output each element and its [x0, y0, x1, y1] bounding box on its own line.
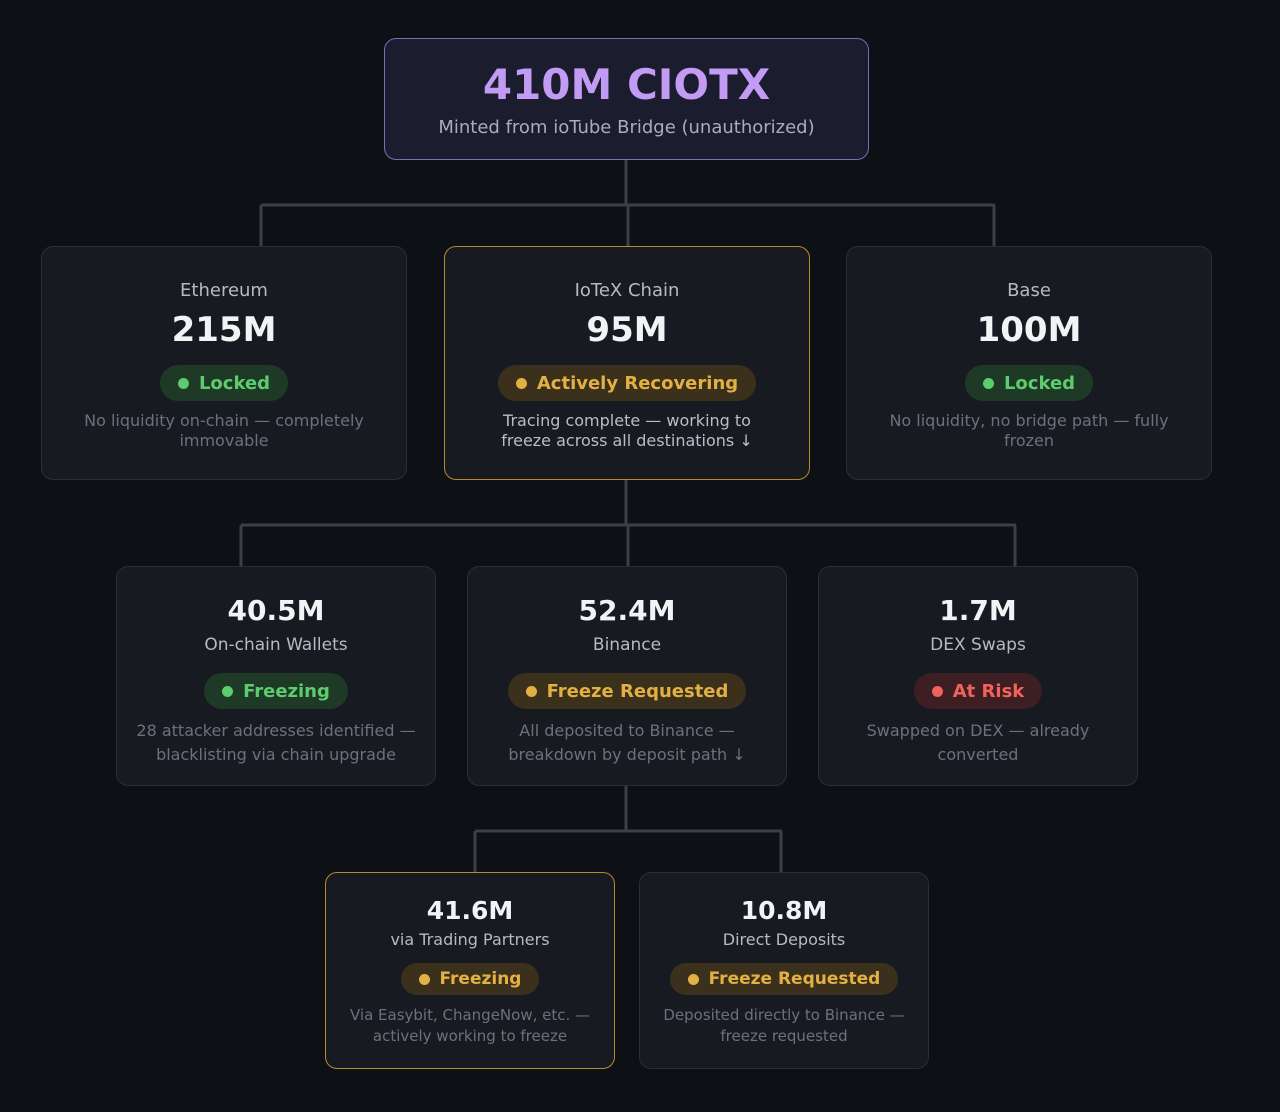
- status-dot-icon: [525, 685, 537, 697]
- status-badge: Freeze Requested: [669, 963, 899, 995]
- chain-name: Ethereum: [180, 280, 268, 301]
- status-label: Freeze Requested: [708, 969, 881, 989]
- chain-node-base: Base 100M Locked No liquidity, no bridge…: [846, 246, 1212, 480]
- status-dot-icon: [222, 685, 234, 697]
- node-label: Binance: [592, 635, 662, 655]
- node-amount: 41.6M: [426, 896, 514, 925]
- node-amount: 52.4M: [578, 594, 676, 627]
- breakdown-node-wallets: 40.5M On-chain Wallets Freezing 28 attac…: [116, 566, 436, 786]
- chain-name: IoTeX Chain: [574, 280, 680, 301]
- node-note: Via Easybit, ChangeNow, etc. — actively …: [349, 1006, 591, 1045]
- status-dot-icon: [931, 685, 943, 697]
- status-label: Actively Recovering: [536, 372, 739, 394]
- chain-note: Tracing complete — working to freeze acr…: [501, 411, 753, 450]
- status-badge: Freezing: [204, 673, 348, 709]
- status-label: Freeze Requested: [546, 680, 729, 702]
- status-label: Locked: [1003, 372, 1076, 394]
- chain-amount: 215M: [171, 310, 277, 350]
- status-dot-icon: [177, 377, 189, 389]
- binance-node-direct-deposits: 10.8M Direct Deposits Freeze Requested D…: [639, 872, 929, 1069]
- status-badge: At Risk: [913, 673, 1043, 709]
- chain-note: No liquidity, no bridge path — fully fro…: [889, 411, 1169, 450]
- binance-node-trading-partners: 41.6M via Trading Partners Freezing Via …: [325, 872, 615, 1069]
- status-label: Locked: [198, 372, 271, 394]
- chain-node-iotex: IoTeX Chain 95M Actively Recovering Trac…: [444, 246, 810, 480]
- node-amount: 10.8M: [740, 896, 828, 925]
- status-dot-icon: [515, 377, 527, 389]
- status-badge: Locked: [964, 365, 1094, 401]
- root-title: 410M CIOTX: [482, 59, 771, 109]
- node-note: All deposited to Binance — breakdown by …: [508, 721, 746, 764]
- status-label: At Risk: [952, 680, 1025, 702]
- status-label: Freezing: [243, 680, 330, 702]
- status-badge: Actively Recovering: [497, 365, 757, 401]
- chain-name: Base: [1007, 280, 1051, 301]
- node-note: Swapped on DEX — already converted: [866, 721, 1090, 764]
- status-badge: Freezing: [400, 963, 540, 995]
- breakdown-node-binance: 52.4M Binance Freeze Requested All depos…: [467, 566, 787, 786]
- node-amount: 40.5M: [227, 594, 325, 627]
- node-label: On-chain Wallets: [204, 635, 348, 655]
- node-note: Deposited directly to Binance — freeze r…: [663, 1006, 905, 1045]
- node-label: via Trading Partners: [390, 930, 550, 949]
- node-label: DEX Swaps: [930, 635, 1026, 655]
- chain-note: No liquidity on-chain — completely immov…: [84, 411, 364, 450]
- breakdown-node-dex: 1.7M DEX Swaps At Risk Swapped on DEX — …: [818, 566, 1138, 786]
- root-node: 410M CIOTX Minted from ioTube Bridge (un…: [384, 38, 869, 160]
- node-label: Direct Deposits: [722, 930, 846, 949]
- status-dot-icon: [982, 377, 994, 389]
- root-subtitle: Minted from ioTube Bridge (unauthorized): [438, 116, 815, 138]
- status-dot-icon: [687, 973, 699, 985]
- chain-amount: 95M: [586, 310, 668, 350]
- chain-amount: 100M: [976, 310, 1082, 350]
- status-badge: Freeze Requested: [507, 673, 747, 709]
- chain-node-ethereum: Ethereum 215M Locked No liquidity on-cha…: [41, 246, 407, 480]
- status-label: Freezing: [439, 969, 522, 989]
- node-note: 28 attacker addresses identified — black…: [136, 721, 416, 764]
- node-amount: 1.7M: [939, 594, 1017, 627]
- status-badge: Locked: [159, 365, 289, 401]
- status-dot-icon: [418, 973, 430, 985]
